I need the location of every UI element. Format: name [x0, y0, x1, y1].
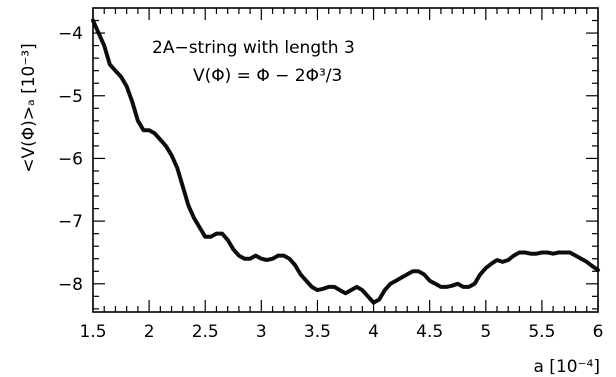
x-tick-label: 4.5 — [416, 322, 443, 342]
data-curve — [91, 18, 600, 305]
x-tick-label: 4 — [368, 322, 379, 342]
x-tick-label: 1.5 — [79, 322, 106, 342]
x-tick-label: 5 — [480, 322, 491, 342]
y-tick-label: −6 — [58, 149, 83, 169]
x-tick-label: 3.5 — [304, 322, 331, 342]
x-tick-label: 6 — [593, 322, 604, 342]
annotation-line-1: 2A−string with length 3 — [152, 38, 355, 58]
plot-frame — [92, 7, 599, 313]
x-tick-label: 5.5 — [528, 322, 555, 342]
y-tick-label: −8 — [58, 275, 83, 295]
x-tick-label: 3 — [256, 322, 267, 342]
x-axis-label: a [10⁻⁴] — [533, 357, 600, 377]
series-line — [91, 18, 600, 305]
y-tick-label: −7 — [58, 212, 83, 232]
x-tick-label: 2.5 — [192, 322, 219, 342]
axis-ticks — [92, 8, 599, 312]
annotation-line-2: V(Φ) = Φ − 2Φ³/3 — [193, 66, 342, 86]
y-axis-label: <V(Φ)>ₐ [10⁻³] — [19, 43, 39, 173]
x-tick-labels: 1.5 2 2.5 3 3.5 4 4.5 5 5.5 6 — [79, 322, 603, 342]
y-tick-label: −4 — [58, 24, 83, 44]
y-tick-labels: −8 −7 −6 −5 −4 — [58, 24, 83, 295]
series-noise — [92, 20, 599, 304]
x-tick-label: 2 — [144, 322, 155, 342]
y-tick-label: −5 — [58, 87, 83, 107]
